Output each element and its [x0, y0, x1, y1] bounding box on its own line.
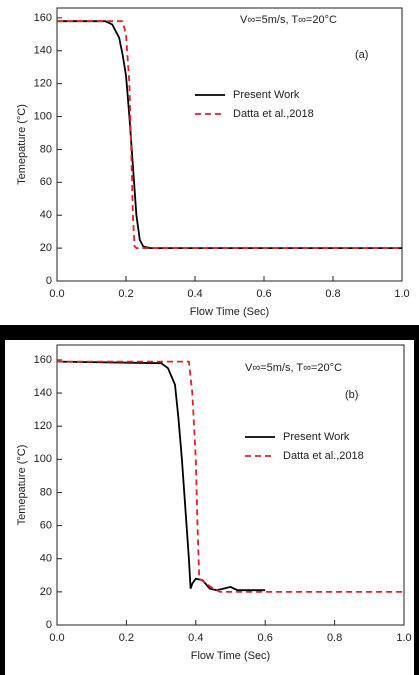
y-axis-label: Temepature (°C) [16, 445, 28, 526]
y-tick-label: 160 [34, 354, 52, 366]
y-tick-label: 60 [40, 176, 52, 188]
y-tick-label: 120 [34, 420, 52, 432]
x-tick-label: 0.2 [119, 632, 134, 644]
y-tick-label: 0 [46, 275, 52, 287]
x-tick-label: 0.0 [49, 632, 64, 644]
chart-panel: 0 20 40 60 80 100 120 140 160 0.0 0.2 0.4 0.6 0.8 1.0 F… [0, 0, 419, 325]
panel-label: (b) [345, 389, 358, 401]
y-tick-label: 20 [40, 242, 52, 254]
x-axis-label: Flow Time (Sec) [191, 650, 270, 662]
y-tick-label: 140 [34, 45, 52, 57]
annotation: V∞=5m/s, T∞=20°C [245, 362, 342, 374]
y-tick-label: 60 [40, 519, 52, 531]
y-tick-label: 80 [40, 143, 52, 155]
x-tick-label: 0.8 [327, 632, 342, 644]
data-line [57, 20, 402, 249]
y-tick-label: 120 [34, 78, 52, 90]
data-line [57, 360, 404, 593]
y-tick-label: 40 [40, 209, 52, 221]
y-tick-label: 40 [40, 553, 52, 565]
x-tick-label: 0.4 [187, 288, 202, 300]
legend-label: Datta et al.,2018 [283, 450, 364, 462]
annotation: V∞=5m/s, T∞=20°C [240, 14, 337, 26]
chart-panel: 0 20 40 60 80 100 120 140 160 0.0 0.2 0.4 0.6 0.8 1.0 F… [5, 340, 414, 675]
y-tick-label: 100 [34, 110, 52, 122]
y-axis-label: Temepature (°C) [16, 104, 28, 185]
x-tick-label: 0.2 [118, 288, 133, 300]
x-tick-label: 0.6 [258, 632, 273, 644]
x-tick-label: 0.8 [325, 288, 340, 300]
y-tick-label: 0 [46, 619, 52, 631]
legend-label: Present Work [283, 431, 350, 443]
legend-label: Present Work [233, 89, 300, 101]
panel-background [5, 340, 414, 675]
y-tick-label: 100 [34, 453, 52, 465]
x-tick-label: 0.0 [49, 288, 64, 300]
y-tick-label: 140 [34, 387, 52, 399]
plot-frame [56, 7, 403, 282]
y-tick-label: 20 [40, 586, 52, 598]
y-tick-label: 160 [34, 12, 52, 24]
x-tick-label: 1.0 [394, 288, 409, 300]
panel-label: (a) [355, 49, 368, 61]
legend-label: Datta et al.,2018 [233, 108, 314, 120]
plot-frame [56, 344, 405, 626]
x-tick-label: 0.4 [188, 632, 203, 644]
panel-background [0, 0, 419, 325]
data-line [56, 360, 266, 592]
x-axis-label: Flow Time (Sec) [190, 306, 269, 318]
x-tick-label: 1.0 [396, 632, 411, 644]
y-tick-label: 80 [40, 486, 52, 498]
x-tick-label: 0.6 [256, 288, 271, 300]
